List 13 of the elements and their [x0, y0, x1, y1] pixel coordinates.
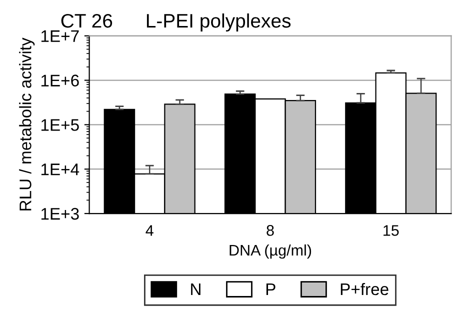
x-axis-title: DNA (µg/ml): [230, 244, 312, 259]
y-tick-label: 1E+3: [41, 208, 79, 220]
x-tick-label: 15: [384, 225, 399, 236]
legend-label: N: [191, 284, 200, 295]
x-tick-label: 8: [266, 225, 274, 236]
y-tick-label: 1E+6: [41, 74, 79, 86]
y-tick-label: 1E+5: [41, 119, 79, 131]
legend-label: P+free: [340, 282, 388, 296]
y-tick-label: 1E+4: [41, 164, 80, 176]
legend-label: P: [266, 284, 276, 295]
y-axis-title: RLU / metabolic activity: [19, 38, 35, 210]
y-tick-label: 1E+7: [41, 30, 79, 42]
x-tick-label: 4: [146, 225, 154, 236]
